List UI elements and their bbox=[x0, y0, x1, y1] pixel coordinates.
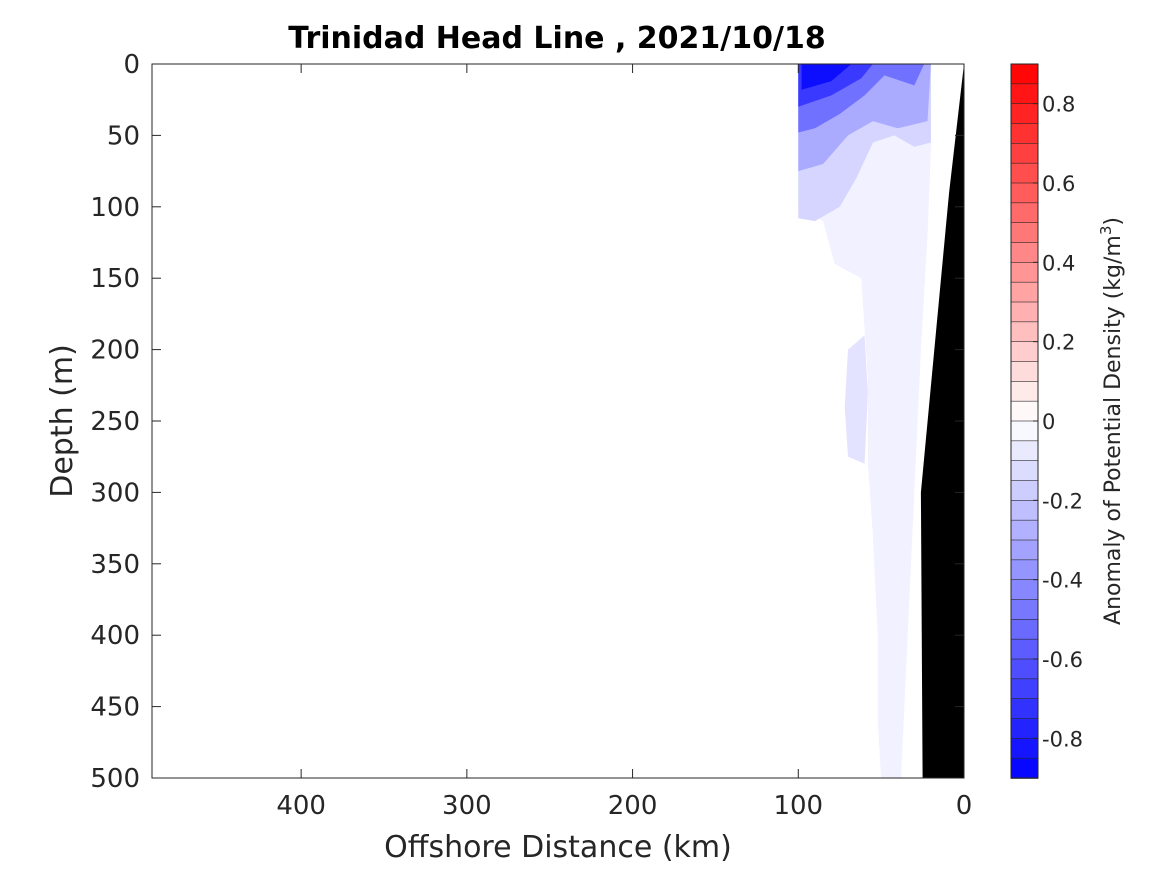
colorbar-tick-label: 0.4 bbox=[1042, 251, 1075, 275]
colorbar-tick-label: 0.6 bbox=[1042, 172, 1075, 196]
plot-area: 400 300 200 100 0 0 50 100 150 200 250 300 350 400 45… bbox=[90, 50, 972, 821]
y-tick-label: 450 bbox=[90, 693, 140, 723]
colorbar-tick-label: -0.8 bbox=[1042, 727, 1083, 751]
colorbar-swatch bbox=[1010, 143, 1039, 164]
y-tick-label: 200 bbox=[90, 336, 140, 366]
x-tick-label: 0 bbox=[956, 791, 973, 821]
bathymetry-layer bbox=[920, 64, 964, 778]
contour-region-5 bbox=[801, 64, 852, 90]
colorbar-swatch bbox=[1010, 281, 1039, 303]
y-tick-label: 100 bbox=[90, 193, 140, 223]
colorbar-tick-label: -0.2 bbox=[1042, 489, 1083, 513]
colorbar-swatch bbox=[1010, 738, 1039, 759]
x-tick-label: 200 bbox=[608, 791, 658, 821]
x-tick-label: 100 bbox=[773, 791, 823, 821]
y-tick-label: 150 bbox=[90, 264, 140, 294]
y-tick-label: 250 bbox=[90, 407, 140, 437]
colorbar-swatch bbox=[1010, 381, 1039, 402]
colorbar-tick-label: 0.8 bbox=[1042, 93, 1075, 117]
colorbar-label: Anomaly of Potential Density (kg/m3) bbox=[1097, 217, 1126, 625]
x-tick-label: 300 bbox=[442, 791, 492, 821]
colorbar-ticks: 0.8 0.6 0.4 0.2 0 -0.2 -0.4 -0.6 -0.8 bbox=[1033, 93, 1083, 751]
colorbar-swatch bbox=[1010, 559, 1039, 581]
colorbar: 0.8 0.6 0.4 0.2 0 -0.2 -0.4 -0.6 -0.8 Anomaly of… bbox=[1010, 63, 1126, 779]
contour-region-6 bbox=[844, 335, 868, 464]
colorbar-swatch bbox=[1010, 341, 1039, 363]
y-tick-label: 300 bbox=[90, 478, 140, 508]
colorbar-swatch bbox=[1010, 162, 1039, 184]
y-tick-label: 350 bbox=[90, 550, 140, 580]
y-tick-label: 500 bbox=[90, 764, 140, 794]
colorbar-swatch bbox=[1010, 619, 1039, 640]
colorbar-swatch bbox=[1010, 718, 1039, 740]
y-axis-ticks: 0 50 100 150 200 250 300 350 400 450 500 bbox=[90, 50, 964, 794]
contour-fill-layer bbox=[798, 64, 931, 778]
colorbar-swatch bbox=[1010, 420, 1039, 442]
x-axis-label: Offshore Distance (km) bbox=[384, 830, 732, 865]
colorbar-swatch bbox=[1010, 519, 1039, 541]
colorbar-swatch bbox=[1010, 539, 1039, 561]
colorbar-swatch bbox=[1010, 242, 1039, 264]
colorbar-swatch bbox=[1010, 460, 1039, 482]
colorbar-swatch bbox=[1010, 202, 1039, 224]
colorbar-swatch bbox=[1010, 698, 1039, 720]
colorbar-swatch bbox=[1010, 262, 1039, 283]
x-axis-ticks: 400 300 200 100 0 bbox=[276, 64, 972, 821]
colorbar-swatch bbox=[1010, 123, 1039, 145]
colorbar-swatch bbox=[1010, 440, 1039, 462]
x-tick-label: 400 bbox=[276, 791, 326, 821]
colorbar-swatch bbox=[1010, 579, 1039, 601]
colorbar-swatch bbox=[1010, 500, 1039, 521]
colorbar-tick-label: -0.4 bbox=[1042, 569, 1083, 593]
colorbar-swatch bbox=[1010, 103, 1039, 125]
colorbar-tick-label: -0.6 bbox=[1042, 648, 1083, 672]
colorbar-swatch bbox=[1010, 658, 1039, 680]
y-tick-label: 50 bbox=[107, 121, 140, 151]
colorbar-swatch bbox=[1010, 182, 1039, 204]
colorbar-tick-label: 0.2 bbox=[1042, 331, 1075, 355]
y-tick-label: 400 bbox=[90, 621, 140, 651]
y-axis-label: Depth (m) bbox=[45, 344, 80, 498]
colorbar-swatch bbox=[1010, 63, 1039, 85]
colorbar-swatch bbox=[1010, 757, 1039, 779]
colorbar-swatch bbox=[1010, 83, 1039, 105]
colorbar-swatch bbox=[1010, 638, 1039, 660]
colorbar-tick-label: 0 bbox=[1042, 410, 1055, 434]
colorbar-swatch bbox=[1010, 678, 1039, 700]
colorbar-label-main: Anomaly of Potential Density (kg/m bbox=[1101, 235, 1126, 625]
colorbar-swatch bbox=[1010, 301, 1039, 323]
contour-region-0 bbox=[798, 64, 931, 778]
colorbar-swatch bbox=[1010, 599, 1039, 621]
colorbar-swatch bbox=[1010, 480, 1039, 502]
colorbar-swatch bbox=[1010, 361, 1039, 383]
colorbar-swatch bbox=[1010, 222, 1039, 244]
seafloor-bathymetry bbox=[920, 64, 964, 778]
colorbar-swatch bbox=[1010, 321, 1039, 343]
y-tick-label: 0 bbox=[123, 50, 140, 80]
colorbar-label-superscript: 3 bbox=[1097, 226, 1115, 236]
colorbar-label-end: ) bbox=[1101, 217, 1126, 226]
chart-title: Trinidad Head Line , 2021/10/18 bbox=[288, 21, 825, 56]
colorbar-swatch bbox=[1010, 400, 1039, 422]
